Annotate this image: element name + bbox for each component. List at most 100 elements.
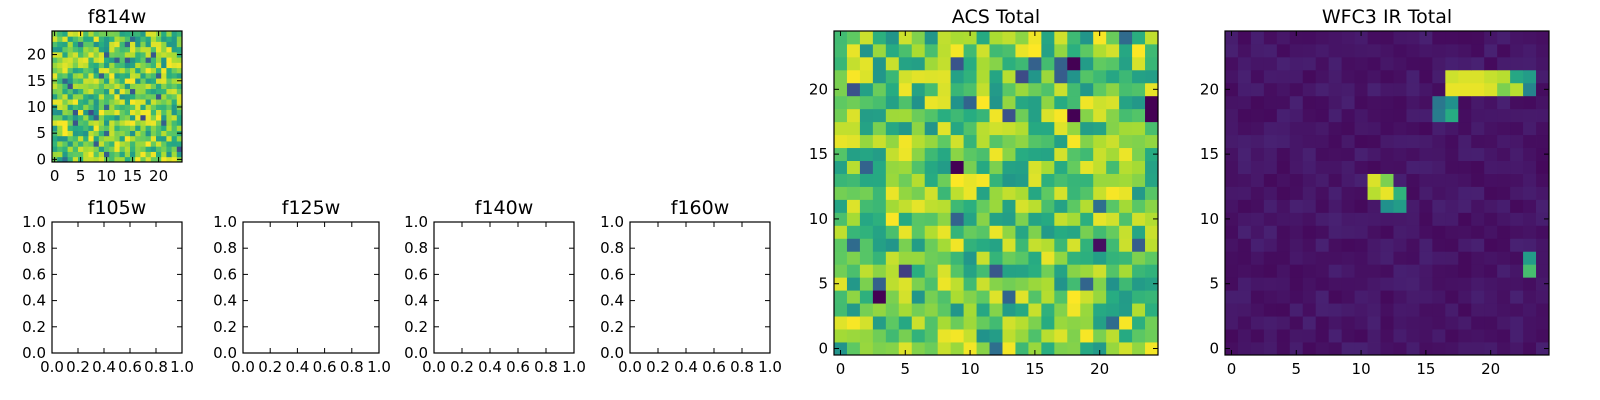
heatmap-cell — [834, 121, 848, 136]
heatmap-cell — [140, 51, 146, 58]
heatmap-cell — [989, 251, 1003, 265]
heatmap-cell — [93, 146, 100, 152]
axes-frame — [242, 221, 380, 354]
heatmap-cell — [171, 120, 178, 126]
heatmap-cell — [1237, 160, 1252, 174]
heatmap-cell — [67, 51, 74, 58]
heatmap-cell — [171, 78, 178, 84]
heatmap-cell — [976, 329, 990, 343]
heatmap-cell — [171, 104, 178, 110]
heatmap-cell — [1145, 108, 1159, 123]
heatmap-cell — [119, 109, 126, 116]
heatmap-cell — [1276, 173, 1291, 187]
heatmap-cell — [859, 329, 874, 343]
heatmap-cell — [130, 51, 136, 58]
heatmap-cell — [57, 88, 63, 95]
heatmap-cell — [150, 141, 157, 147]
heatmap-cell — [1458, 264, 1472, 278]
heatmap-cell — [124, 31, 131, 37]
heatmap-cell — [119, 41, 126, 48]
heatmap-cell — [1132, 264, 1146, 278]
heatmap-cell — [898, 277, 913, 291]
heatmap-cell — [88, 104, 94, 110]
heatmap-cell — [1067, 82, 1081, 97]
heatmap-cell — [1028, 303, 1042, 317]
x-tick-label: 0.8 — [534, 358, 558, 376]
heatmap-cell — [898, 121, 913, 136]
heatmap-cell — [1393, 212, 1407, 226]
heatmap-cell — [1471, 212, 1485, 226]
heatmap-cell — [156, 46, 162, 53]
heatmap-cell — [140, 46, 146, 53]
heatmap-cell — [1263, 277, 1278, 291]
heatmap-cell — [924, 342, 939, 356]
heatmap-cell — [114, 109, 120, 116]
heatmap-cell — [911, 160, 926, 174]
heatmap-cell — [1510, 31, 1524, 45]
heatmap-cell — [937, 303, 952, 317]
heatmap-cell — [1132, 251, 1146, 265]
heatmap-cell — [1510, 212, 1524, 226]
heatmap-cell — [166, 57, 172, 63]
heatmap-cell — [1067, 290, 1081, 304]
heatmap-cell — [1445, 31, 1459, 45]
heatmap-cell — [1263, 199, 1278, 213]
heatmap-cell — [976, 134, 990, 149]
heatmap-cell — [166, 88, 172, 95]
heatmap-cell — [1106, 134, 1120, 149]
heatmap-cell — [1341, 212, 1355, 226]
heatmap-cell — [834, 108, 848, 123]
heatmap-cell — [1225, 147, 1239, 161]
heatmap-cell — [1015, 264, 1029, 278]
heatmap-cell — [885, 251, 900, 265]
heatmap-cell — [140, 67, 146, 74]
heatmap-cell — [1497, 238, 1511, 252]
heatmap-cell — [145, 114, 152, 121]
heatmap-cell — [1250, 225, 1265, 239]
heatmap-cell — [150, 120, 157, 126]
heatmap-cell — [72, 114, 79, 121]
heatmap-cell — [976, 31, 990, 45]
heatmap-cell — [62, 104, 68, 110]
heatmap-cell — [93, 83, 100, 90]
heatmap-cell — [1458, 95, 1472, 110]
heatmap-cell — [872, 251, 887, 265]
heatmap-cell — [885, 43, 900, 58]
heatmap-cell — [1080, 251, 1094, 265]
heatmap-cell — [1471, 82, 1485, 97]
heatmap-cell — [150, 146, 157, 152]
heatmap-cell — [1028, 329, 1042, 343]
heatmap-cell — [156, 51, 162, 58]
heatmap-cell — [989, 316, 1003, 330]
heatmap-cell — [171, 62, 178, 69]
heatmap-cell — [52, 135, 58, 142]
heatmap-cell — [859, 186, 874, 200]
heatmap-cell — [976, 251, 990, 265]
heatmap-cell — [1015, 329, 1029, 343]
heatmap-cell — [1067, 316, 1081, 330]
heatmap-cell — [989, 56, 1003, 71]
heatmap-cell — [1315, 225, 1330, 239]
heatmap-cell — [1458, 121, 1472, 136]
heatmap-cell — [145, 141, 152, 147]
heatmap-cell — [124, 151, 131, 158]
heatmap-cell — [1080, 173, 1094, 187]
heatmap-cell — [78, 51, 84, 58]
heatmap-cell — [1132, 173, 1146, 187]
y-tick-label: 0.2 — [22, 318, 46, 336]
heatmap-cell — [937, 82, 952, 97]
heatmap-cell — [1315, 238, 1330, 252]
heatmap-cell — [1510, 342, 1524, 356]
heatmap-cell — [83, 141, 89, 147]
heatmap-cell — [161, 36, 167, 42]
heatmap-cell — [1237, 82, 1252, 97]
heatmap-cell — [1080, 95, 1094, 110]
heatmap-cell — [98, 51, 105, 58]
heatmap-cell — [104, 146, 110, 152]
heatmap-cell — [924, 303, 939, 317]
heatmap-cell — [1119, 277, 1133, 291]
heatmap-cell — [872, 238, 887, 252]
heatmap-cell — [62, 78, 68, 84]
heatmap-cell — [911, 290, 926, 304]
heatmap-cell — [950, 108, 964, 123]
